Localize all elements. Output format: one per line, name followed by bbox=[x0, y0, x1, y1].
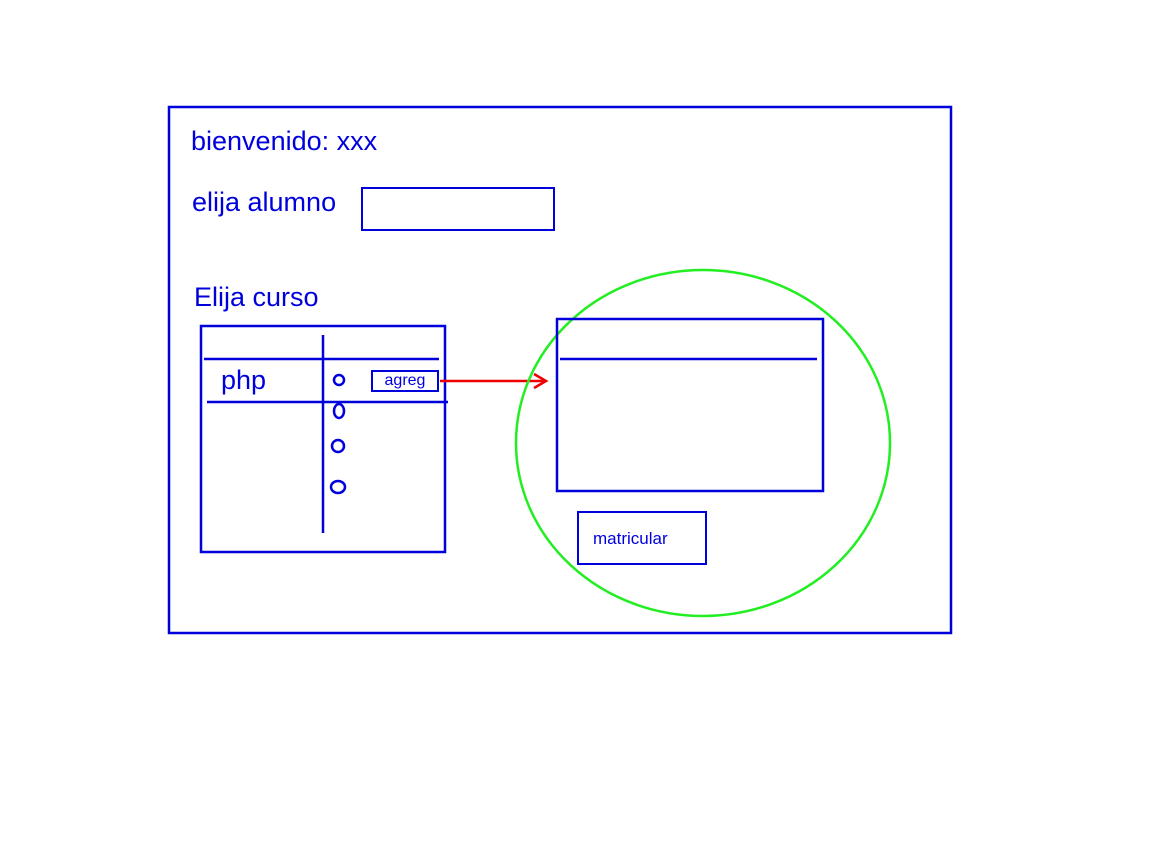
add-course-button[interactable]: agreg bbox=[371, 370, 439, 392]
student-label: elija alumno bbox=[192, 187, 337, 217]
highlight-circle bbox=[514, 268, 892, 618]
enroll-button[interactable]: matricular bbox=[577, 511, 707, 565]
course-label: Elija curso bbox=[194, 282, 319, 312]
course-name-php: php bbox=[221, 365, 267, 395]
course-radio-3[interactable] bbox=[330, 438, 346, 454]
add-flow-arrow-head bbox=[533, 372, 549, 390]
course-table-frame bbox=[199, 324, 447, 554]
course-radio-1[interactable] bbox=[332, 373, 346, 387]
selected-courses-frame bbox=[555, 317, 825, 493]
course-radio-4[interactable] bbox=[329, 479, 347, 495]
student-select[interactable] bbox=[361, 187, 555, 231]
course-radio-2[interactable] bbox=[332, 402, 346, 420]
welcome-text: bienvenido: xxx bbox=[191, 126, 378, 156]
window-frame bbox=[167, 105, 953, 635]
